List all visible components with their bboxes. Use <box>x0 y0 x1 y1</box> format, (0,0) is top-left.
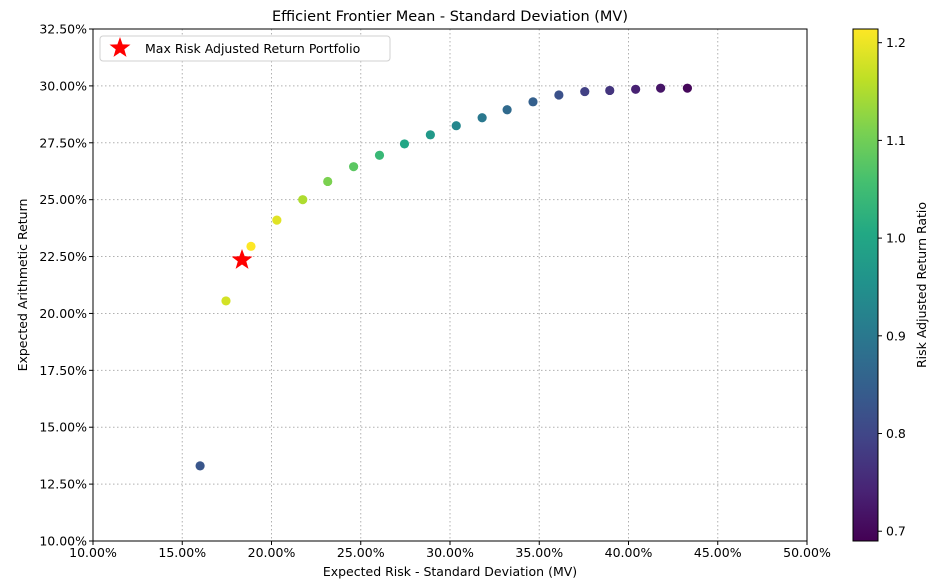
y-tick-label: 15.00% <box>39 420 87 435</box>
grid <box>93 29 807 541</box>
legend-star-icon <box>109 37 131 57</box>
x-axis-label: Expected Risk - Standard Deviation (MV) <box>323 564 577 579</box>
x-tick-label: 25.00% <box>337 545 385 560</box>
y-tick-label: 27.50% <box>39 135 87 150</box>
colorbar-tick-label: 0.7 <box>886 524 906 539</box>
x-tick-label: 45.00% <box>694 545 742 560</box>
max-ratio-star-marker <box>231 249 253 269</box>
data-point <box>656 83 666 93</box>
axis-ticks: 10.00% 15.00% 20.00% 25.00% 30.00% 35.00% 40.0… <box>39 22 831 561</box>
data-point <box>195 461 205 471</box>
data-point <box>298 195 308 205</box>
y-tick-label: 22.50% <box>39 249 87 264</box>
chart-title: Efficient Frontier Mean - Standard Devia… <box>272 9 628 25</box>
y-tick-label: 32.50% <box>39 22 87 37</box>
data-point <box>272 215 282 225</box>
y-tick-label: 20.00% <box>39 306 87 321</box>
x-tick-label: 20.00% <box>248 545 296 560</box>
y-tick-label: 25.00% <box>39 192 87 207</box>
data-point <box>580 86 590 97</box>
data-point <box>399 139 410 149</box>
x-tick-label: 35.00% <box>515 545 563 560</box>
colorbar-tick-label: 0.8 <box>886 426 906 441</box>
y-tick-label: 10.00% <box>39 534 87 549</box>
data-point <box>425 130 435 140</box>
colorbar <box>852 28 879 542</box>
y-axis-label: Expected Arithmetic Return <box>15 199 30 372</box>
x-tick-label: 10.00% <box>69 545 117 560</box>
colorbar-tick-label: 1.2 <box>886 35 906 50</box>
colorbar-tick-label: 0.9 <box>886 328 906 343</box>
data-point <box>502 105 512 115</box>
data-point <box>477 113 487 123</box>
plot-frame <box>92 28 808 542</box>
x-tick-label: 30.00% <box>426 545 474 560</box>
legend-box <box>99 35 391 62</box>
data-point <box>605 85 615 96</box>
data-point <box>221 296 231 306</box>
data-point <box>349 162 359 172</box>
colorbar-ticks: 0.7 0.8 0.9 1.0 1.1 1.2 <box>878 35 906 539</box>
colorbar-tick-label: 1.0 <box>886 231 906 246</box>
x-tick-label: 15.00% <box>158 545 206 560</box>
y-tick-label: 30.00% <box>39 78 87 93</box>
colorbar-tick-label: 1.1 <box>886 133 906 148</box>
y-tick-label: 17.50% <box>39 363 87 378</box>
x-tick-label: 40.00% <box>605 545 653 560</box>
data-point <box>631 84 641 94</box>
x-tick-label: 50.00% <box>783 545 831 560</box>
data-points <box>195 83 693 471</box>
data-point <box>528 97 538 107</box>
colorbar-label: Risk Adjusted Return Ratio <box>914 202 929 368</box>
data-point <box>451 121 461 131</box>
data-point <box>323 176 333 187</box>
y-tick-label: 12.50% <box>39 477 87 492</box>
data-point <box>682 83 693 93</box>
data-point <box>246 241 256 251</box>
legend-label: Max Risk Adjusted Return Portfolio <box>145 41 360 56</box>
data-point <box>374 150 385 160</box>
data-point <box>554 90 564 100</box>
legend: Max Risk Adjusted Return Portfolio <box>99 35 391 62</box>
